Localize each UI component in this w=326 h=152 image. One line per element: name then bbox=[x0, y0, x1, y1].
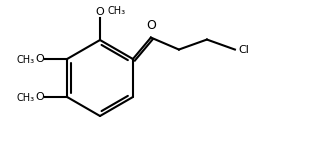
Text: Cl: Cl bbox=[238, 45, 249, 55]
Text: O: O bbox=[35, 92, 44, 102]
Text: CH₃: CH₃ bbox=[17, 55, 35, 65]
Text: CH₃: CH₃ bbox=[17, 93, 35, 103]
Text: O: O bbox=[146, 19, 156, 32]
Text: O: O bbox=[35, 54, 44, 64]
Text: CH₃: CH₃ bbox=[108, 6, 126, 16]
Text: O: O bbox=[96, 7, 104, 17]
